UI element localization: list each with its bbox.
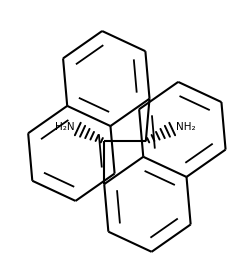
Text: NH₂: NH₂ bbox=[176, 122, 196, 132]
Text: H₂N: H₂N bbox=[54, 122, 74, 132]
